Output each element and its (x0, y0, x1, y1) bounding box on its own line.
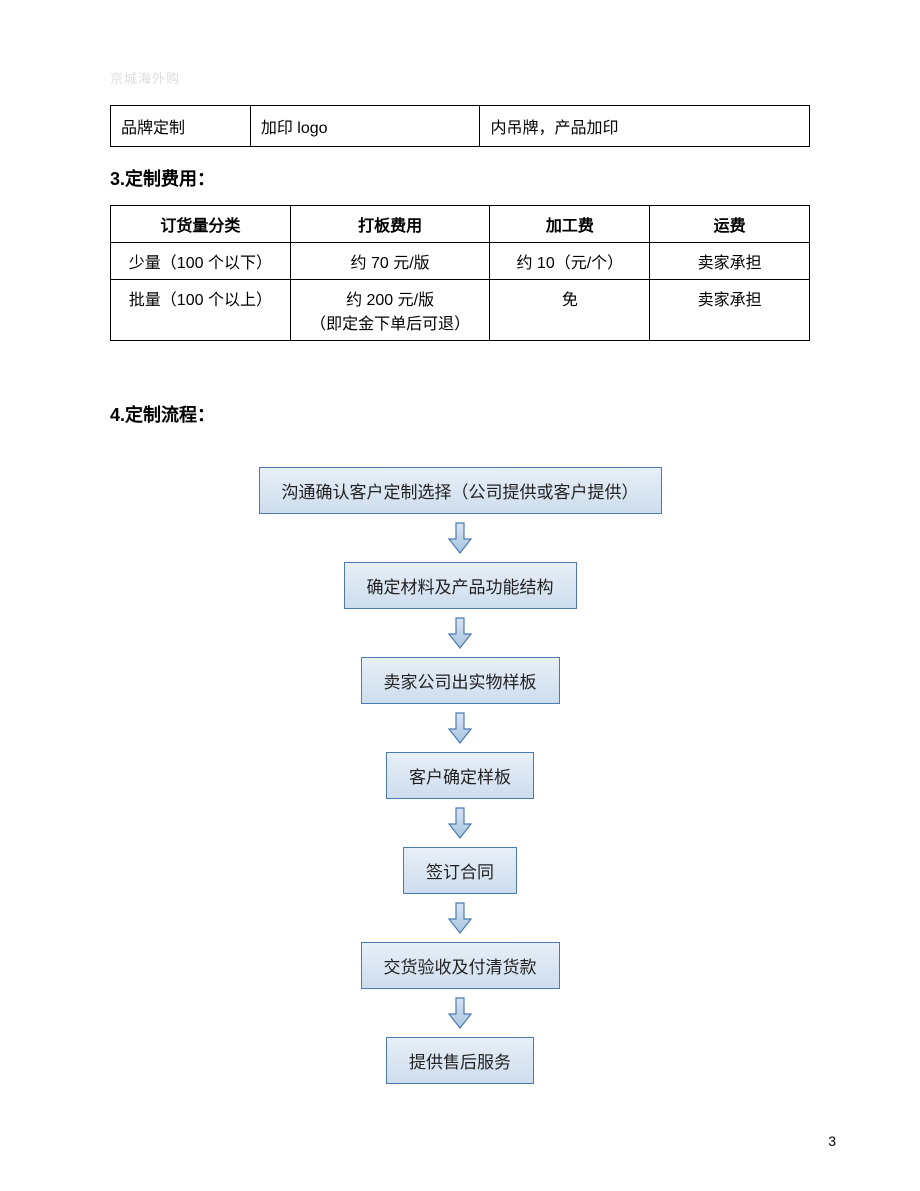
col-header: 运费 (650, 206, 810, 243)
cell: 卖家承担 (650, 243, 810, 280)
flow-node: 客户确定样板 (386, 752, 534, 799)
watermark: 京城海外购 (110, 68, 180, 87)
col-header: 打板费用 (290, 206, 490, 243)
cell: 少量（100 个以下） (111, 243, 291, 280)
flow-node: 提供售后服务 (386, 1037, 534, 1084)
cell: 约 10（元/个） (490, 243, 650, 280)
arrow-down-icon (447, 616, 473, 650)
cell: 约 70 元/版 (290, 243, 490, 280)
cell: 加印 logo (250, 106, 480, 147)
cell: 免 (490, 280, 650, 341)
page-content: 品牌定制 加印 logo 内吊牌，产品加印 3.定制费用： 订货量分类 打板费用… (110, 105, 810, 1084)
table-row: 品牌定制 加印 logo 内吊牌，产品加印 (111, 106, 810, 147)
cost-table: 订货量分类 打板费用 加工费 运费 少量（100 个以下） 约 70 元/版 约… (110, 205, 810, 341)
table-row: 少量（100 个以下） 约 70 元/版 约 10（元/个） 卖家承担 (111, 243, 810, 280)
arrow-down-icon (447, 901, 473, 935)
col-header: 加工费 (490, 206, 650, 243)
arrow-down-icon (447, 711, 473, 745)
flow-node: 沟通确认客户定制选择（公司提供或客户提供） (259, 467, 662, 514)
flow-node: 确定材料及产品功能结构 (344, 562, 577, 609)
top-table: 品牌定制 加印 logo 内吊牌，产品加印 (110, 105, 810, 147)
page-number: 3 (828, 1133, 836, 1149)
flow-node: 交货验收及付清货款 (361, 942, 560, 989)
cell: 品牌定制 (111, 106, 251, 147)
arrow-down-icon (447, 521, 473, 555)
cell: 约 200 元/版 （即定金下单后可退） (290, 280, 490, 341)
flow-node: 卖家公司出实物样板 (361, 657, 560, 704)
table-header-row: 订货量分类 打板费用 加工费 运费 (111, 206, 810, 243)
arrow-down-icon (447, 806, 473, 840)
table-row: 批量（100 个以上） 约 200 元/版 （即定金下单后可退） 免 卖家承担 (111, 280, 810, 341)
flowchart: 沟通确认客户定制选择（公司提供或客户提供） 确定材料及产品功能结构 卖家公司出实… (110, 467, 810, 1084)
cell: 卖家承担 (650, 280, 810, 341)
col-header: 订货量分类 (111, 206, 291, 243)
cell: 批量（100 个以上） (111, 280, 291, 341)
section3-heading: 3.定制费用： (110, 165, 810, 191)
cell: 内吊牌，产品加印 (480, 106, 810, 147)
section4-heading: 4.定制流程： (110, 401, 810, 427)
arrow-down-icon (447, 996, 473, 1030)
flow-node: 签订合同 (403, 847, 517, 894)
